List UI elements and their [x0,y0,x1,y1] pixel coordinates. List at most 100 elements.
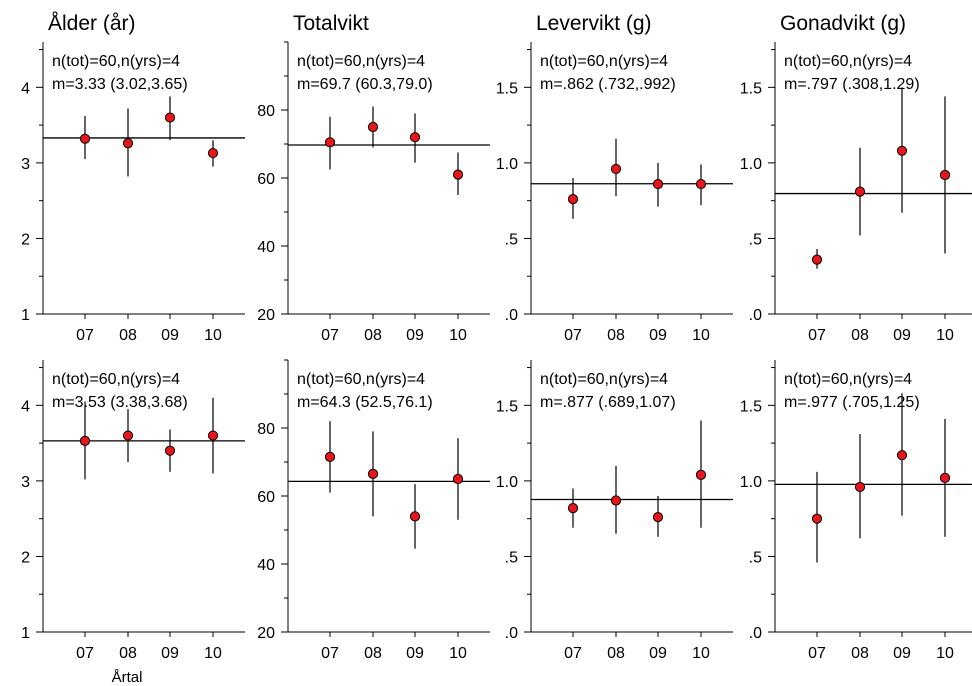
y-tick-label: .5 [505,231,518,248]
x-tick-label: 09 [893,645,911,662]
data-point [695,178,707,190]
x-tick-label: 10 [692,645,710,662]
x-tick-label: 10 [449,645,467,662]
annotation-mean: m=.977 (.705,1.25) [784,394,920,411]
x-tick-label: 09 [893,327,911,344]
annotation-n: n(tot)=60,n(yrs)=4 [52,53,180,70]
x-tick-label: 08 [851,327,869,344]
annotation-n: n(tot)=60,n(yrs)=4 [540,53,668,70]
y-tick-label: 1.0 [740,156,762,173]
y-tick-label: 40 [257,557,275,574]
data-point [122,138,134,149]
y-tick-label: .5 [749,549,762,566]
data-point [79,435,91,446]
y-tick-label: 4 [21,80,30,97]
data-point [652,512,664,523]
x-tick-label: 10 [204,327,222,344]
y-tick-label: .5 [749,231,762,248]
y-tick-label: 60 [257,171,275,188]
x-tick-label: 07 [808,645,826,662]
x-tick-label: 07 [76,327,94,344]
panel-title: Ålder (år) [48,12,136,35]
data-point [854,186,866,197]
y-tick-label: 1 [21,625,30,642]
data-point [367,468,379,479]
data-point [610,495,622,506]
y-tick-label: .0 [505,625,518,642]
data-point [452,169,464,180]
y-tick-label: .0 [505,307,518,324]
y-tick-label: 1.5 [496,80,518,97]
y-tick-label: 40 [257,239,275,256]
data-point [567,502,579,514]
y-tick-label: .5 [505,549,518,566]
panel-title: Totalvikt [293,12,369,35]
annotation-n: n(tot)=60,n(yrs)=4 [540,371,668,388]
data-point [79,133,91,144]
data-point [207,147,219,159]
panel-8: .0 .5 1.0 1.5 07 08 09 10 n(tot)=60,n(yrs)=4 m=.9… [740,360,972,662]
panel-title: Gonadvikt (g) [780,12,906,35]
y-tick-label: .0 [749,307,762,324]
y-tick-label: 80 [257,421,275,438]
data-point [896,450,908,461]
panel-1: 1 2 3 4 07 08 09 10 n(tot)=60,n(yrs)=4 m=3.33 (3.… [21,12,245,344]
x-tick-label: 09 [161,645,179,662]
data-point [610,163,622,175]
annotation-mean: m=3.33 (3.02,3.65) [52,76,188,93]
annotation-mean: m=64.3 (52.5,76.1) [297,394,433,411]
x-tick-label: 10 [449,327,467,344]
x-tick-label: 09 [406,327,424,344]
annotation-n: n(tot)=60,n(yrs)=4 [297,53,425,70]
data-point [652,178,664,190]
annotation-n: n(tot)=60,n(yrs)=4 [784,53,912,70]
x-tick-label: 10 [936,645,954,662]
x-tick-label: 07 [564,327,582,344]
panel-5: 1 2 3 4 07 08 09 10 n(tot)=60,n(yrs)=4 m=3.53 (3.… [21,360,245,662]
y-tick-label: 1 [21,307,30,324]
annotation-mean: m=.862 (.732,.992) [540,76,676,93]
data-point [324,451,336,462]
data-point [939,472,951,483]
x-tick-label: 08 [607,645,625,662]
x-tick-label: 08 [119,645,137,662]
x-tick-label: 08 [119,327,137,344]
data-point [409,132,421,143]
y-tick-label: 80 [257,103,275,120]
x-tick-label: 10 [936,327,954,344]
data-point [854,481,866,493]
panel-7: .0 .5 1.0 1.5 07 08 09 10 n(tot)=60,n(yrs)=4 m=.8… [496,360,733,662]
x-tick-label: 08 [607,327,625,344]
x-tick-label: 10 [204,645,222,662]
data-point [324,137,336,148]
y-tick-label: 3 [21,474,30,491]
data-point [811,254,823,265]
y-tick-label: 1.0 [740,474,762,491]
x-tick-label: 09 [649,327,667,344]
y-tick-label: 1.0 [496,156,518,173]
panel-4: .0 .5 1.0 1.5 07 08 09 10 n(tot)=60,n(yrs)=4 m=.7… [740,12,972,344]
x-tick-label: 07 [321,327,339,344]
y-tick-label: .0 [749,625,762,642]
y-tick-label: 20 [257,625,275,642]
y-tick-label: 1.5 [496,398,518,415]
y-tick-label: 1.0 [496,474,518,491]
data-point [939,169,951,181]
x-tick-label: 08 [364,645,382,662]
data-point [367,121,379,133]
annotation-n: n(tot)=60,n(yrs)=4 [52,371,180,388]
panel-3: .0 .5 1.0 1.5 07 08 09 10 n(tot)=60,n(yrs)=4 m=.8… [496,12,733,344]
x-axis-label: Årtal [112,669,143,686]
y-tick-label: 2 [21,549,30,566]
data-point [695,469,707,480]
y-tick-label: 3 [21,156,30,173]
x-tick-label: 07 [76,645,94,662]
data-point [567,194,579,205]
data-point [409,511,421,522]
x-tick-label: 09 [649,645,667,662]
x-tick-label: 08 [851,645,869,662]
annotation-mean: m=3.53 (3.38,3.68) [52,394,188,411]
x-tick-label: 09 [406,645,424,662]
x-tick-label: 09 [161,327,179,344]
